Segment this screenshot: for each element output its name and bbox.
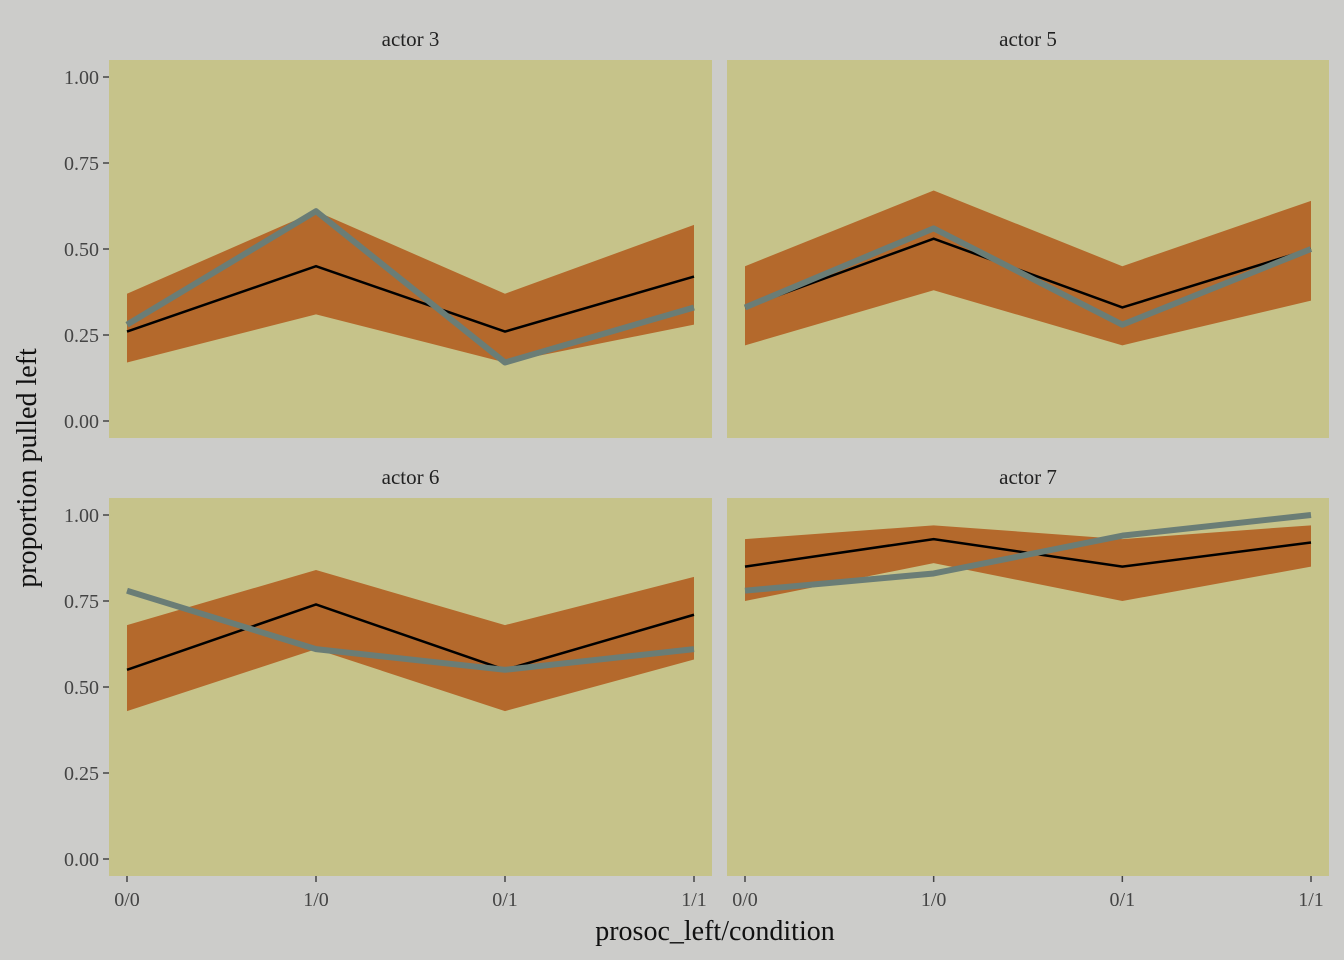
x-axis-title: prosoc_left/condition: [595, 916, 835, 947]
x-axes: 0/0 1/0 0/1 1/1 0/0 1/0 0/1 1/1: [114, 876, 1324, 911]
x-tick-label: 1/0: [303, 889, 329, 911]
strip-label: actor 3: [382, 27, 440, 51]
panel-actor-3: actor 3: [109, 27, 712, 438]
panel-actor-6: actor 6: [109, 465, 712, 876]
facet-panels: actor 3 actor 5 actor 6 actor 7: [109, 27, 1329, 876]
ribbon-interval: [127, 570, 694, 712]
ribbon-interval: [745, 525, 1311, 601]
mean-line: [126, 603, 695, 672]
y-tick-label: 0.50: [64, 239, 99, 261]
x-tick-label: 0/0: [732, 889, 758, 911]
mean-line: [126, 264, 695, 333]
y-tick-label: 0.75: [64, 591, 99, 613]
x-tick-label: 0/1: [492, 889, 518, 911]
observed-line: [744, 512, 1312, 594]
panel-background: [109, 60, 712, 438]
y-axis-title: proportion pulled left: [12, 348, 43, 588]
strip-label: actor 5: [999, 27, 1057, 51]
y-tick-label: 1.00: [64, 505, 99, 527]
panel-actor-7: actor 7: [727, 465, 1329, 876]
y-tick-label: 1.00: [64, 67, 99, 89]
observed-line: [126, 587, 695, 673]
y-tick-label: 0.25: [64, 325, 99, 347]
y-tick-label: 0.25: [64, 763, 99, 785]
mean-line: [744, 237, 1312, 309]
x-tick-label: 1/1: [1298, 889, 1324, 911]
y-tick-label: 0.00: [64, 411, 99, 433]
observed-line: [743, 225, 1313, 328]
x-tick-label: 0/1: [1110, 889, 1136, 911]
x-tick-label: 1/0: [921, 889, 947, 911]
y-tick-label: 0.50: [64, 677, 99, 699]
x-tick-label: 0/0: [114, 889, 140, 911]
strip-label: actor 6: [382, 465, 440, 489]
panel-background: [109, 498, 712, 876]
observed-line: [125, 208, 695, 366]
x-tick-label: 1/1: [681, 889, 707, 911]
panel-actor-5: actor 5: [727, 27, 1329, 438]
y-tick-label: 0.00: [64, 849, 99, 871]
y-axes: 0.00 0.25 0.50 0.75 1.00 0.00 0.25 0.50 0.75 1.00: [64, 67, 109, 871]
strip-label: actor 7: [999, 465, 1057, 489]
y-tick-label: 0.75: [64, 153, 99, 175]
